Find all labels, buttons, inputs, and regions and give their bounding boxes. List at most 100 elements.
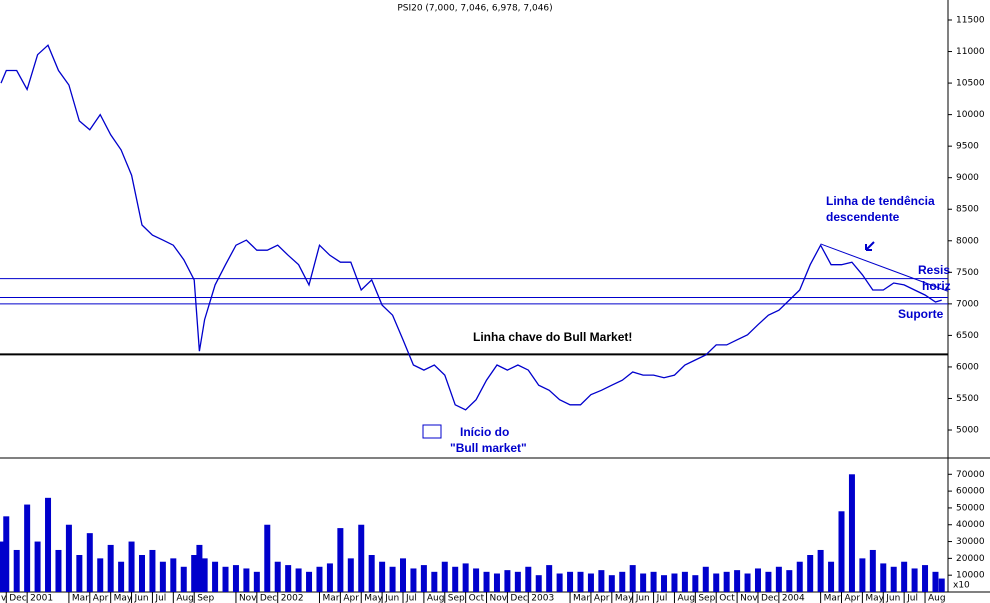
- y-tick-label: 10000: [956, 110, 985, 120]
- bull-icon: [422, 424, 442, 439]
- volume-bar: [138, 555, 145, 592]
- volume-bar: [848, 474, 855, 592]
- x-tick-label: Nov: [740, 594, 758, 603]
- annotation: Linha de tendência: [826, 194, 935, 208]
- volume-bar: [45, 497, 52, 592]
- volume-bar: [754, 568, 761, 592]
- volume-bar: [577, 571, 584, 592]
- volume-bar: [76, 555, 83, 592]
- volume-bar: [786, 570, 793, 592]
- chart-title: PSI20 (7,000, 7,046, 6,978, 7,046): [397, 4, 552, 14]
- y-tick-label: 6000: [956, 362, 979, 372]
- volume-bar: [118, 561, 125, 592]
- x-tick-label: Apr: [845, 594, 861, 603]
- x-tick-label: Jun: [384, 594, 399, 603]
- volume-bar: [619, 571, 626, 592]
- annotation: descendente: [826, 210, 900, 224]
- volume-bar: [661, 575, 668, 592]
- volume-bar: [869, 549, 876, 592]
- volume-bar: [285, 565, 292, 592]
- volume-bar: [431, 571, 438, 592]
- x-tick-label: Dec: [260, 594, 277, 603]
- volume-bar: [326, 563, 333, 592]
- y-tick-label: 11500: [956, 15, 985, 25]
- volume-bar: [932, 571, 939, 592]
- x-tick-label: Aug: [928, 594, 946, 603]
- volume-bar: [55, 549, 62, 592]
- volume-bar: [347, 558, 354, 592]
- x-tick-label: v: [1, 594, 7, 603]
- volume-bar: [587, 573, 594, 592]
- x-tick-label: Apr: [594, 594, 610, 603]
- volume-bar: [723, 571, 730, 592]
- volume-bar: [473, 568, 480, 592]
- volume-bar: [180, 566, 187, 592]
- annotation: Resis: [918, 263, 950, 277]
- volume-bar: [212, 561, 219, 592]
- volume-bar: [13, 549, 20, 592]
- volume-bar: [556, 573, 563, 592]
- x-tick-label: Mar: [322, 594, 339, 603]
- volume-bar: [410, 568, 417, 592]
- volume-bar: [3, 516, 10, 592]
- x-tick-label: 2002: [281, 594, 304, 603]
- volume-bar: [264, 524, 271, 592]
- y-tick-label: 9500: [956, 142, 979, 152]
- volume-bar: [938, 578, 945, 592]
- x-tick-label: Jun: [635, 594, 650, 603]
- volume-bar: [306, 571, 313, 592]
- arrow: [865, 241, 875, 251]
- x-tick-label: Apr: [93, 594, 109, 603]
- volume-bar: [702, 566, 709, 592]
- y-tick-label: 11000: [956, 47, 985, 57]
- volume-bar: [692, 575, 699, 592]
- volume-bar: [681, 571, 688, 592]
- x-tick-label: Mar: [72, 594, 89, 603]
- x-tick-label: May: [364, 594, 383, 603]
- volume-bar: [389, 566, 396, 592]
- x-tick-label: Aug: [677, 594, 695, 603]
- x-tick-label: May: [114, 594, 133, 603]
- volume-bar: [807, 555, 814, 592]
- y-tick-label: 40000: [956, 520, 985, 530]
- volume-bar: [901, 561, 908, 592]
- volume-bar: [911, 568, 918, 592]
- x-tick-label: Jun: [885, 594, 900, 603]
- x-tick-label: May: [615, 594, 634, 603]
- volume-bar: [295, 568, 302, 592]
- y-tick-label: 70000: [956, 470, 985, 480]
- volume-bar: [65, 524, 72, 592]
- x-tick-label: Jul: [906, 594, 918, 603]
- x-tick-label: Mar: [824, 594, 841, 603]
- x-tick-label: May: [865, 594, 884, 603]
- volume-bar: [222, 566, 229, 592]
- annotation: Suporte: [898, 307, 944, 321]
- x-tick-label: Jun: [134, 594, 149, 603]
- volume-bar: [243, 568, 250, 592]
- volume-bar: [201, 558, 208, 592]
- volume-bar: [775, 566, 782, 592]
- volume-bar: [535, 575, 542, 592]
- volume-bar: [493, 573, 500, 592]
- volume-bar: [0, 541, 5, 592]
- x-tick-label: 2004: [782, 594, 805, 603]
- x-tick-label: Jul: [154, 594, 166, 603]
- volume-bar: [514, 571, 521, 592]
- y-tick-label: 10500: [956, 79, 985, 89]
- annotation: "Bull market": [450, 441, 527, 455]
- volume-bar: [734, 570, 741, 592]
- volume-bar: [828, 561, 835, 592]
- volume-bar: [128, 541, 135, 592]
- volume-bar: [274, 561, 281, 592]
- annotation: Linha chave do Bull Market!: [473, 330, 632, 344]
- x-tick-label: Sep: [698, 594, 715, 603]
- x-tick-label: Mar: [573, 594, 590, 603]
- x-tick-label: Sep: [448, 594, 465, 603]
- x-tick-label: Dec: [510, 594, 527, 603]
- volume-bar: [880, 563, 887, 592]
- volume-bar: [640, 573, 647, 592]
- y-tick-label: 7500: [956, 268, 979, 278]
- volume-bar: [922, 565, 929, 592]
